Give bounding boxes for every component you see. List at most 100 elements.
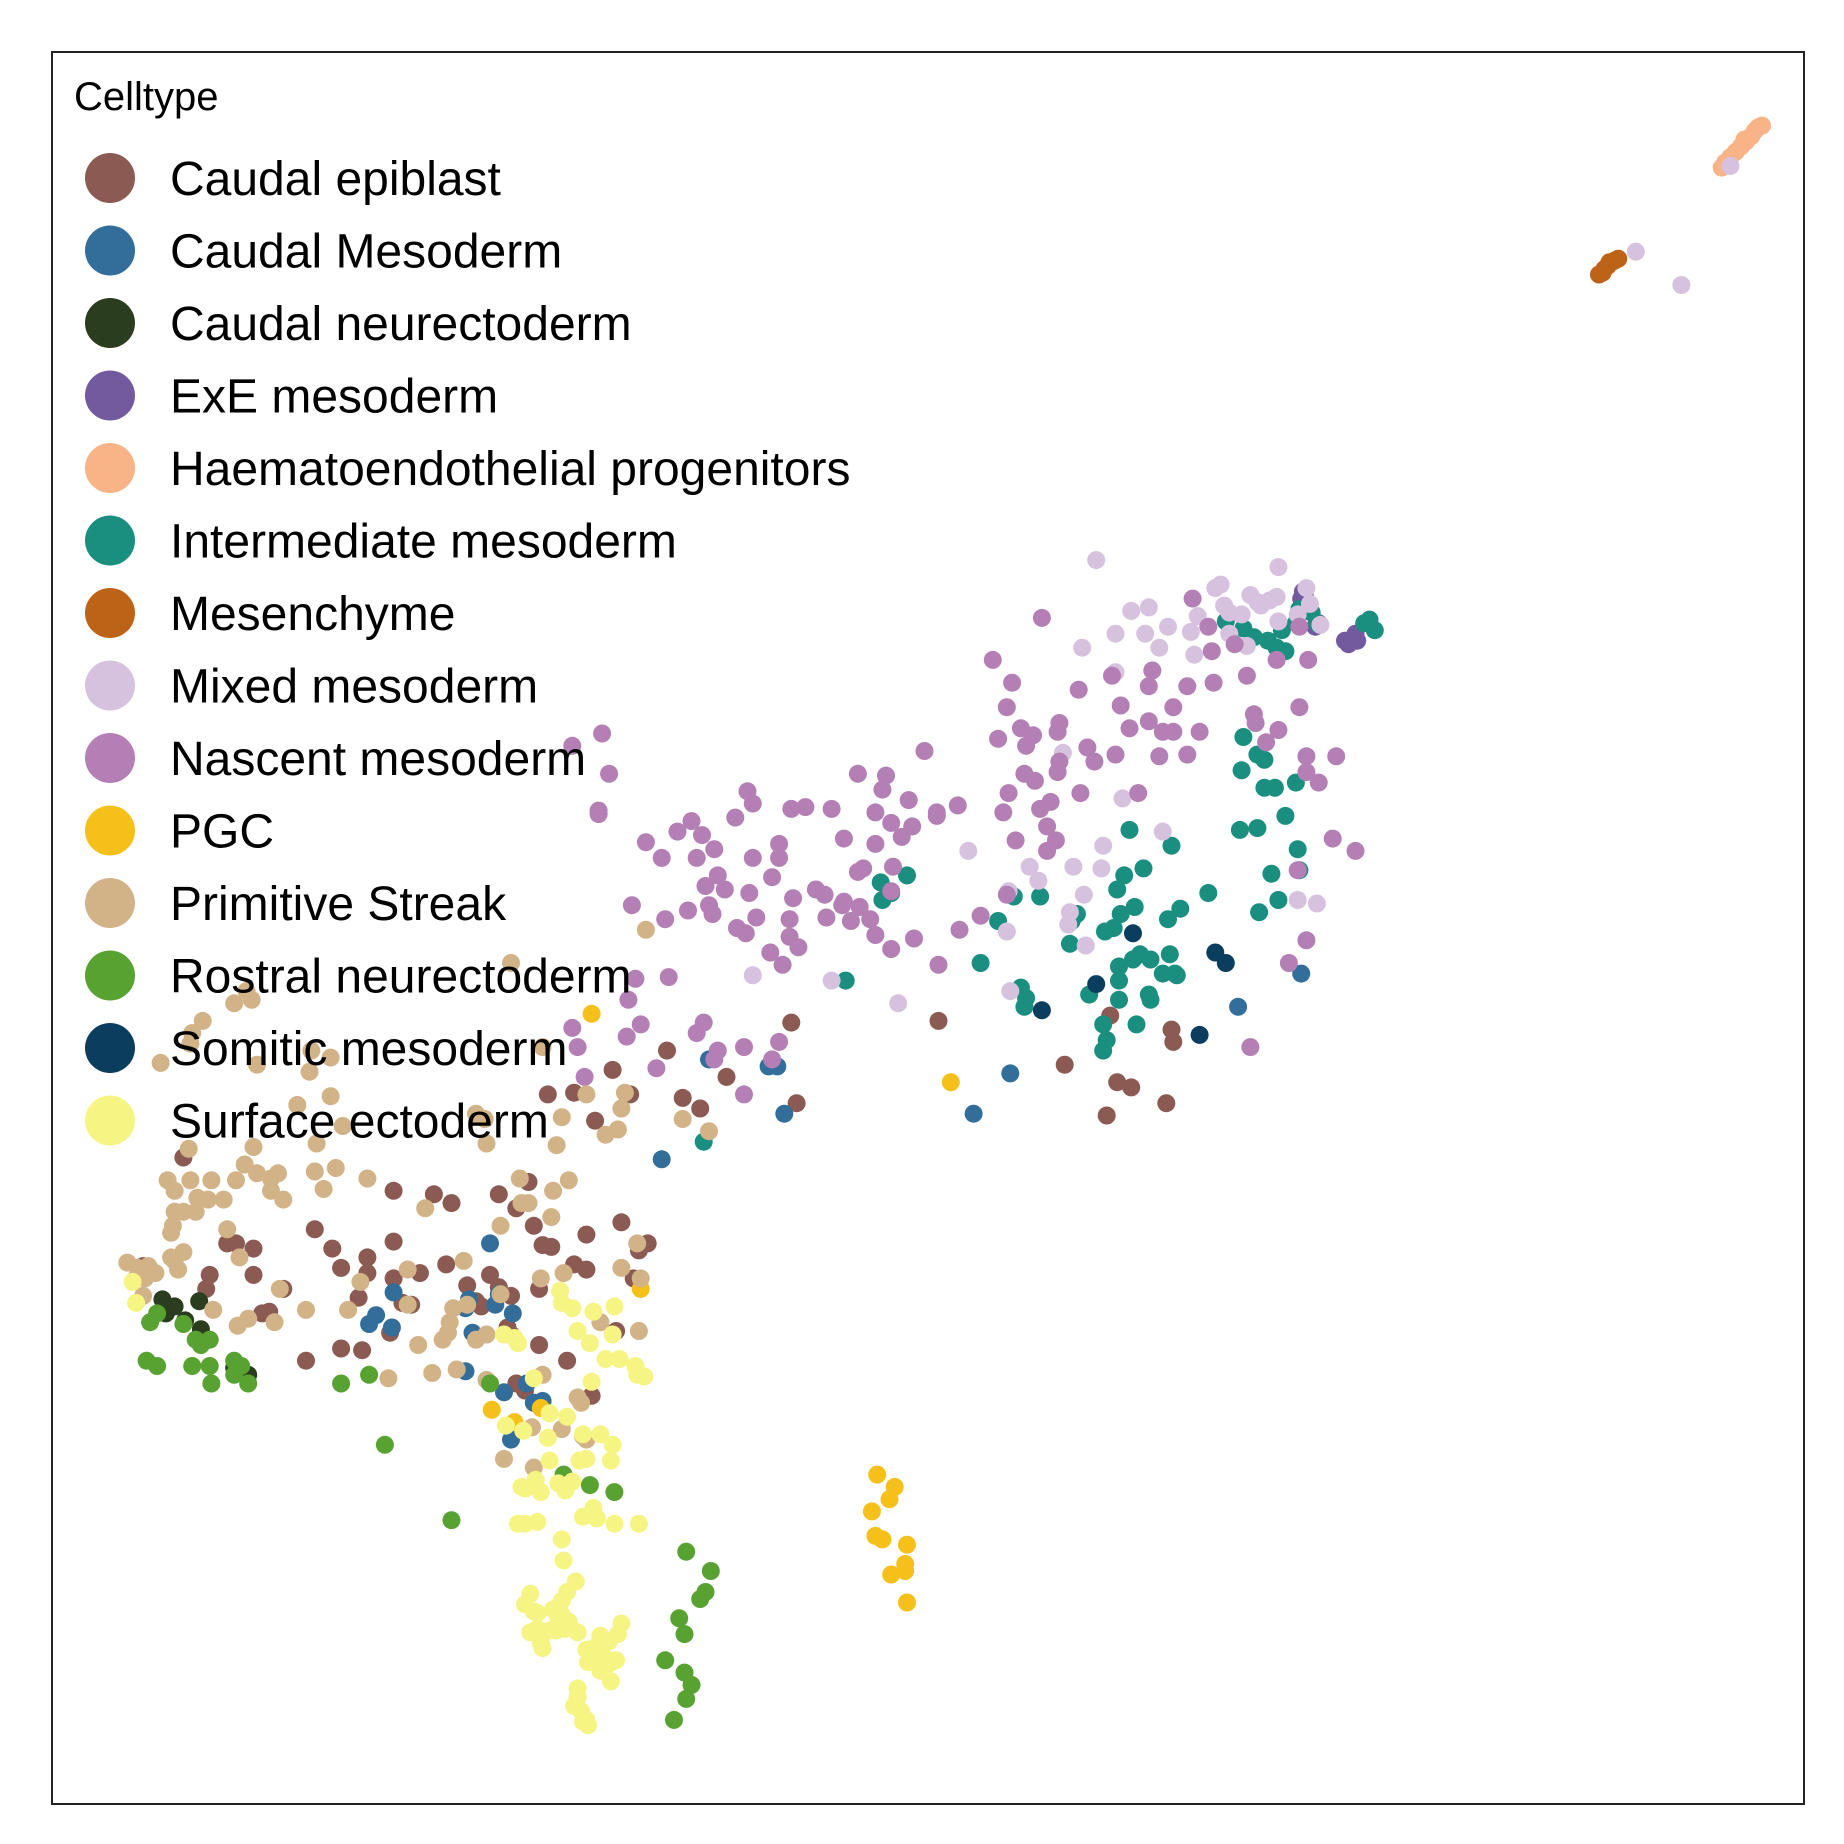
data-point [1120, 820, 1139, 839]
data-point [866, 1526, 885, 1545]
data-point [1096, 922, 1114, 941]
data-point [510, 1169, 529, 1188]
data-point [999, 784, 1018, 803]
data-point [770, 834, 789, 853]
data-point [314, 1180, 333, 1198]
data-point [232, 1357, 251, 1375]
data-point [866, 834, 885, 853]
data-point [1178, 677, 1197, 696]
data-point [174, 1202, 193, 1221]
data-point [183, 1357, 202, 1375]
data-point [735, 1038, 753, 1057]
data-point [1288, 891, 1307, 909]
data-point [612, 1614, 631, 1633]
data-point [481, 1234, 499, 1253]
data-point [1288, 840, 1307, 859]
data-point [514, 1421, 533, 1440]
data-point [384, 1283, 403, 1302]
data-point [959, 841, 978, 860]
data-point [533, 1236, 552, 1255]
data-point [763, 1050, 782, 1069]
data-point [882, 813, 901, 832]
data-point [862, 1502, 881, 1521]
data-point [833, 896, 852, 915]
data-point [682, 1675, 701, 1694]
data-point [442, 1194, 461, 1213]
data-point [524, 1602, 543, 1621]
data-point [600, 764, 619, 783]
data-point [1153, 822, 1172, 841]
data-point [1108, 1073, 1127, 1092]
data-point [836, 971, 855, 990]
data-point [1297, 931, 1316, 950]
data-point [521, 1623, 540, 1642]
data-point [573, 1425, 592, 1444]
data-point [603, 1435, 622, 1454]
data-point [580, 1334, 599, 1353]
data-point [244, 1265, 263, 1284]
legend-label: Rostral neurectoderm [170, 951, 632, 1004]
data-point [558, 1407, 577, 1426]
data-point [288, 1096, 307, 1114]
legend-label: Mixed mesoderm [170, 661, 538, 714]
data-point [673, 1088, 692, 1107]
data-point [1032, 1001, 1051, 1020]
data-point [1150, 747, 1169, 766]
data-point [533, 1639, 552, 1658]
data-point [705, 840, 724, 859]
data-point [237, 982, 256, 1001]
legend-label: Surface ectoderm [170, 1096, 549, 1149]
data-point [503, 1304, 522, 1323]
legend-label: Caudal Mesoderm [170, 226, 562, 279]
data-point [693, 826, 711, 845]
data-point [628, 1234, 647, 1253]
data-point [691, 1590, 710, 1608]
data-point [349, 1288, 368, 1307]
legend-items: Caudal epiblast Caudal Mesoderm Caudal neu… [85, 153, 850, 1149]
data-point [850, 898, 869, 916]
data-point [179, 1139, 198, 1158]
data-point [244, 1138, 263, 1156]
legend-item-mixed-mesoderm: Mixed mesoderm [85, 660, 538, 714]
data-point [1216, 954, 1235, 972]
data-point [700, 1122, 718, 1141]
data-point [321, 1087, 340, 1106]
data-point [351, 1272, 370, 1291]
data-point [568, 1623, 587, 1642]
data-point [787, 1094, 806, 1113]
data-point [1134, 859, 1153, 878]
data-point [1103, 666, 1121, 685]
data-point [353, 1341, 372, 1360]
data-point [1267, 587, 1286, 606]
data-point [563, 736, 582, 755]
data-point [770, 1032, 789, 1051]
data-point [1141, 950, 1160, 969]
data-point [882, 882, 901, 901]
data-point [1290, 617, 1309, 636]
data-point [647, 1059, 666, 1078]
legend-label: PGC [170, 806, 274, 859]
data-point [1122, 601, 1141, 620]
data-point [321, 1048, 340, 1067]
legend-key [85, 225, 135, 276]
data-point [1735, 130, 1754, 149]
data-point [670, 1609, 689, 1628]
data-point [204, 1300, 223, 1319]
data-point [516, 1514, 534, 1533]
data-point [656, 910, 675, 929]
legend-key [85, 443, 135, 493]
legend-label: Caudal neurectoderm [170, 298, 632, 351]
data-point [1110, 990, 1128, 1009]
series-primitive-streak [118, 920, 718, 1477]
legend-label: Intermediate mesoderm [170, 516, 677, 569]
data-point [573, 1507, 592, 1526]
data-point [1125, 898, 1144, 916]
legend-item-haematoendothelial-progenitors: Haematoendothelial progenitors [85, 443, 850, 496]
data-point [300, 1062, 319, 1081]
data-point [726, 808, 745, 827]
data-point [458, 1295, 477, 1314]
legend-item-rostral-neurectoderm: Rostral neurectoderm [85, 950, 632, 1004]
data-point [1153, 964, 1172, 983]
data-point [1225, 635, 1244, 654]
